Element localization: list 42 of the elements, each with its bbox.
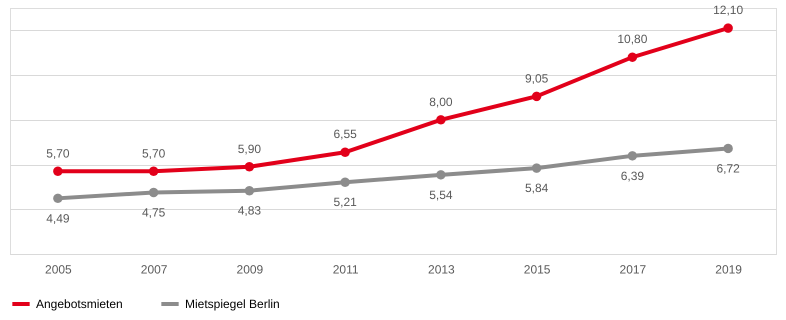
point	[723, 23, 733, 33]
point	[340, 177, 350, 187]
data-label: 10,80	[617, 32, 648, 46]
data-label: 5,70	[142, 146, 166, 160]
data-label: 4,83	[238, 204, 262, 218]
point	[244, 162, 254, 172]
point	[436, 170, 446, 180]
data-label: 12,10	[713, 3, 744, 18]
x-tick-label: 2017	[620, 262, 647, 276]
x-tick-label: 2011	[332, 262, 359, 276]
legend-label: Angebotsmieten	[36, 297, 123, 311]
x-tick-label: 2019	[715, 262, 742, 276]
point	[148, 188, 158, 198]
data-label: 5,70	[46, 146, 70, 160]
x-tick-label: 2007	[140, 262, 168, 276]
data-label: 5,21	[333, 195, 358, 210]
point	[628, 52, 638, 62]
data-label: 8,00	[429, 94, 453, 109]
data-label: 6,72	[716, 161, 740, 176]
point	[53, 166, 63, 176]
data-label: 5,54	[429, 188, 453, 202]
point	[436, 115, 446, 125]
data-label: 6,39	[620, 168, 644, 183]
point	[628, 151, 638, 161]
data-label: 4,49	[46, 211, 70, 226]
data-label: 4,75	[142, 206, 166, 220]
point	[723, 144, 733, 154]
point	[532, 92, 542, 102]
point	[53, 194, 63, 204]
data-label: 6,55	[333, 127, 358, 142]
point	[148, 166, 158, 176]
point	[532, 163, 542, 173]
x-tick-label: 2005	[45, 262, 72, 276]
point	[244, 186, 254, 196]
point	[340, 148, 350, 157]
x-tick-label: 2009	[236, 262, 264, 276]
legend-label: Mietspiegel Berlin	[185, 297, 280, 311]
x-tick-label: 2015	[524, 262, 551, 276]
data-label: 5,90	[238, 142, 262, 156]
data-label: 9,05	[524, 71, 549, 86]
x-tick-label: 2013	[428, 262, 456, 276]
data-label: 5,84	[524, 181, 549, 196]
